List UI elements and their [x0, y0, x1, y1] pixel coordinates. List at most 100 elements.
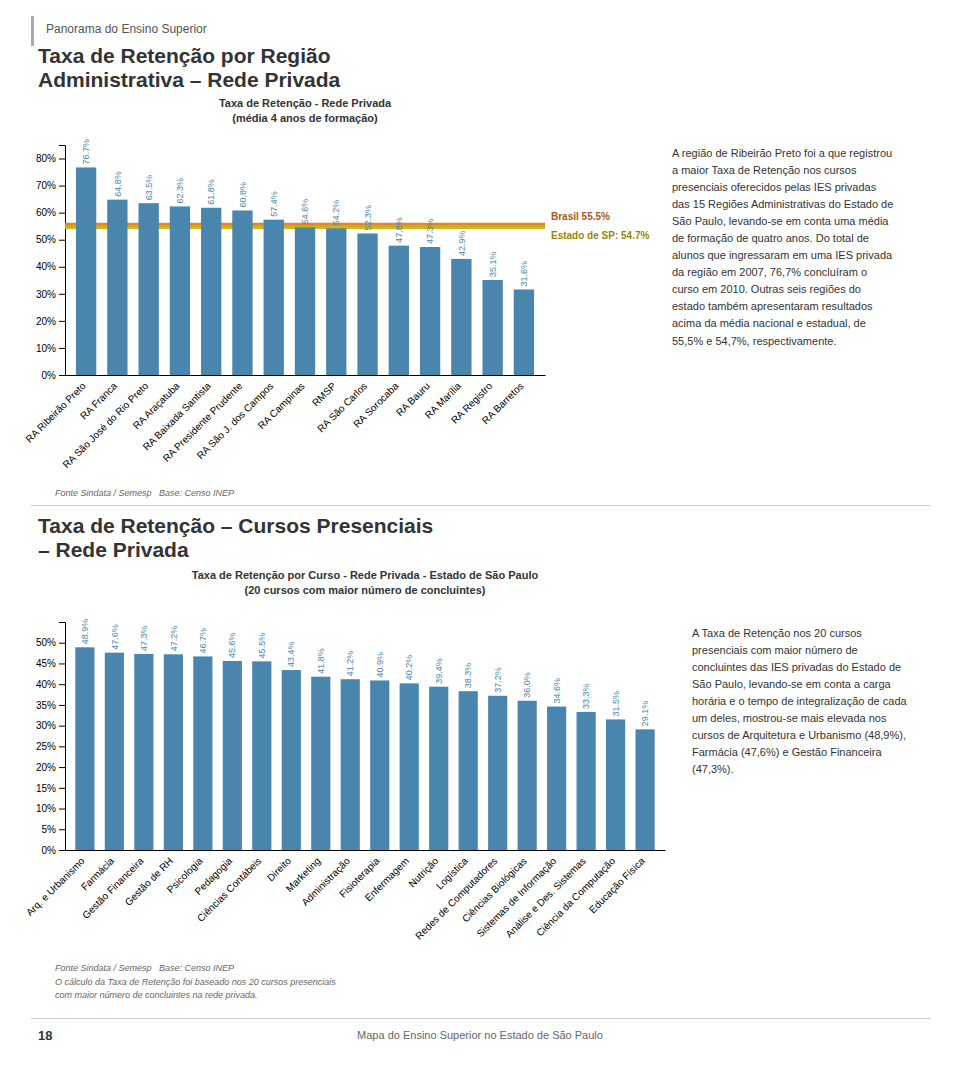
y-tick-mark: [59, 788, 65, 789]
x-tick: Direito: [265, 855, 294, 884]
x-axis: Arq. e UrbanismoFarmáciaGestão Financeir…: [24, 851, 666, 942]
y-tick-label: 20%: [36, 762, 56, 773]
data-label: 60.8%: [238, 182, 248, 208]
x-tick: RA Sorocaba: [351, 380, 401, 430]
y-tick-mark: [59, 375, 65, 376]
y-tick-mark: [59, 705, 65, 706]
bar: [577, 712, 596, 850]
y-tick: 50%: [36, 234, 65, 245]
header-rule: [31, 16, 34, 46]
data-label: 31.6%: [519, 261, 529, 287]
bar: [636, 729, 655, 850]
x-axis: RA Ribeirão PretoRA FrancaRA São José do…: [23, 376, 545, 471]
x-tick: Enfermagem: [363, 855, 411, 903]
separator: [31, 505, 931, 506]
bar: [429, 687, 448, 850]
x-tick: Ciências Contábeis: [195, 855, 264, 924]
data-label: 34.6%: [552, 678, 562, 704]
y-tick-mark: [59, 186, 65, 187]
y-tick-mark: [59, 809, 65, 810]
bar: [514, 289, 534, 375]
data-label: 41.8%: [316, 648, 326, 674]
y-tick-label: 10%: [36, 343, 56, 354]
bar: [459, 691, 478, 850]
bar: [76, 167, 96, 375]
marks: [75, 647, 654, 850]
chart-subtitle: Taxa de Retenção - Rede Privada (média 4…: [65, 96, 545, 127]
y-tick: 60%: [36, 207, 65, 218]
y-tick-label: 40%: [36, 679, 56, 690]
x-tick: Gestão de RH: [123, 855, 176, 908]
data-label: 39.4%: [434, 658, 444, 684]
y-tick-label: 60%: [36, 207, 56, 218]
data-label: 45.6%: [227, 632, 237, 658]
side-text: A região de Ribeirão Preto foi a que reg…: [672, 145, 893, 350]
chart-svg: 0%5%10%15%20%25%30%35%40%45%50%Arq. e Ur…: [20, 602, 680, 960]
page-header: Panorama do Ensino Superior: [46, 22, 207, 36]
y-tick-mark: [59, 767, 65, 768]
data-label: 61.8%: [206, 179, 216, 205]
y-tick: 25%: [36, 741, 65, 752]
x-tick-label: Enfermagem: [363, 855, 411, 903]
y-tick-label: 30%: [36, 289, 56, 300]
x-tick: RA Campinas: [256, 380, 307, 431]
bar: [138, 203, 158, 375]
x-tick-label: RMSP: [310, 380, 338, 408]
y-tick: 10%: [36, 343, 65, 354]
data-label: 63.5%: [144, 175, 154, 201]
x-tick-label: Direito: [265, 855, 294, 884]
y-axis-line: [59, 623, 66, 851]
y-axis-line: [59, 146, 66, 376]
y-tick-label: 25%: [36, 741, 56, 752]
data-label: 64.8%: [113, 171, 123, 197]
page: Panorama do Ensino Superior Taxa de Reten…: [0, 0, 960, 1085]
bar: [389, 246, 409, 375]
y-tick-mark: [59, 726, 65, 727]
data-label: 33.3%: [581, 683, 591, 709]
reference-labels: Brasil 55.5%Estado de SP: 54.7%: [551, 211, 649, 242]
y-tick: 40%: [36, 261, 65, 272]
data-label: 47.3%: [139, 625, 149, 651]
data-label: 54.6%: [300, 199, 310, 225]
y-tick-mark: [59, 213, 65, 214]
bar: [75, 647, 94, 850]
y-tick: 5%: [42, 824, 65, 835]
data-label: 42.9%: [457, 230, 467, 256]
source-note: Fonte Sindata / Semesp Base: Censo INEP: [55, 962, 336, 976]
y-tick-mark: [59, 321, 65, 322]
y-axis: 0%5%10%15%20%25%30%35%40%45%50%: [36, 623, 66, 856]
x-tick-label: RA Campinas: [256, 380, 307, 431]
bar: [107, 200, 127, 375]
x-tick: Educação Física: [587, 855, 647, 915]
y-tick: 15%: [36, 783, 65, 794]
y-tick-label: 0%: [42, 845, 57, 856]
reference-label: Brasil 55.5%: [551, 211, 610, 222]
x-tick: Arq. e Urbanismo: [24, 855, 87, 918]
bar: [482, 280, 502, 375]
y-tick: 20%: [36, 762, 65, 773]
y-tick-label: 45%: [36, 658, 56, 669]
chart-subtitle: Taxa de Retenção por Curso - Rede Privad…: [65, 568, 665, 599]
bar: [326, 228, 346, 375]
bar: [547, 707, 566, 850]
bar: [451, 259, 471, 375]
page-footer: Mapa do Ensino Superior no Estado de São…: [0, 1029, 960, 1041]
bar: [357, 233, 377, 375]
y-tick: 80%: [36, 153, 65, 164]
x-axis-line: [66, 850, 666, 851]
y-tick-label: 50%: [36, 234, 56, 245]
y-tick-label: 70%: [36, 180, 56, 191]
y-tick-mark: [59, 746, 65, 747]
bar: [370, 680, 389, 850]
data-label: 38.3%: [463, 663, 473, 689]
data-label: 47.2%: [169, 626, 179, 652]
data-label: 47.3%: [425, 218, 435, 244]
y-tick-label: 30%: [36, 720, 56, 731]
y-tick-mark: [59, 267, 65, 268]
data-label: 46.7%: [198, 628, 208, 654]
data-label: 29.1%: [640, 701, 650, 727]
y-tick-label: 35%: [36, 700, 56, 711]
y-tick-label: 20%: [36, 316, 56, 327]
marks: [65, 167, 545, 375]
bar: [282, 670, 301, 850]
